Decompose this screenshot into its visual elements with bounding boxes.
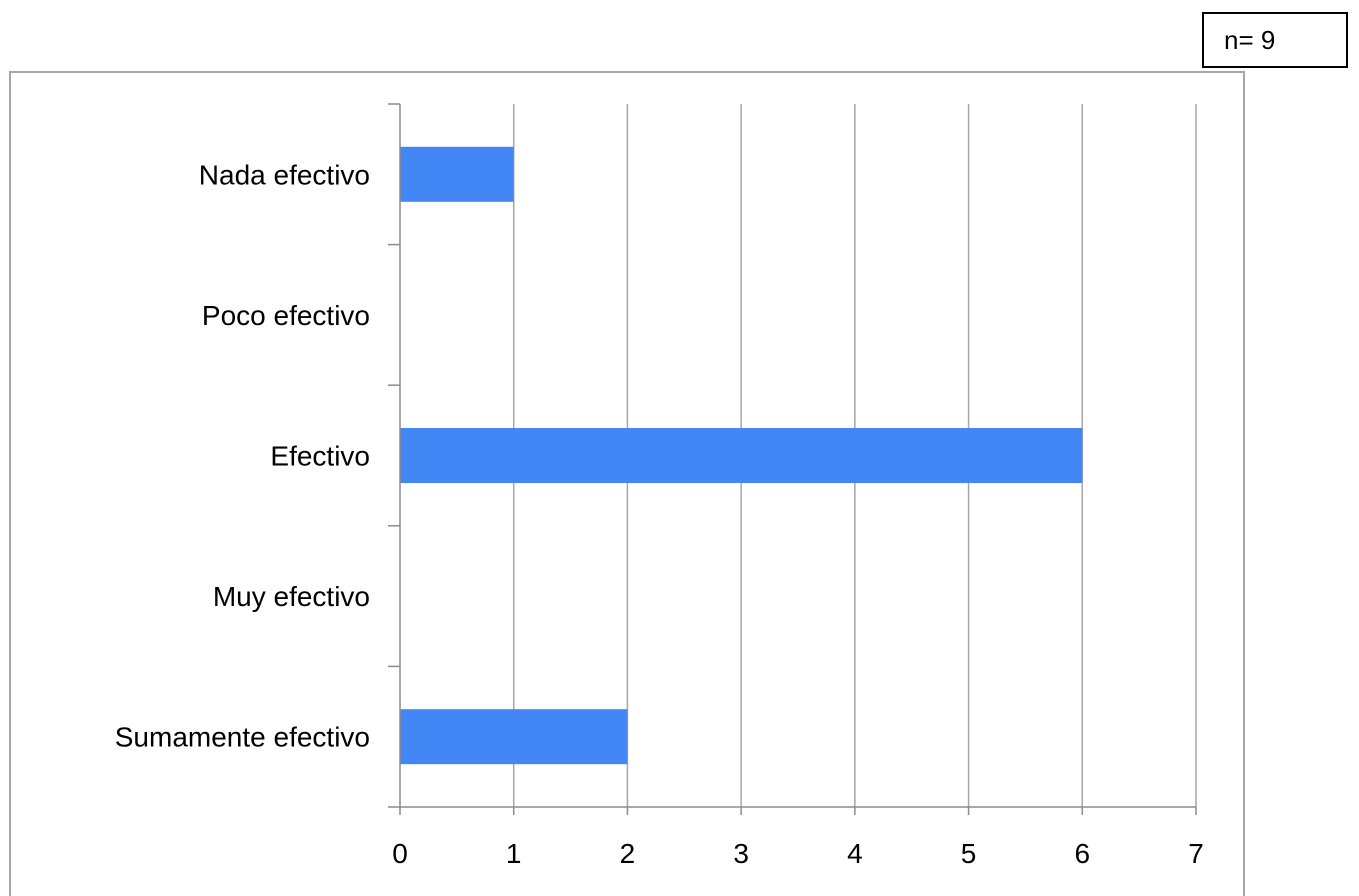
x-tick-label-4: 4: [847, 838, 863, 869]
bars: [400, 146, 1083, 765]
category-label-0: Nada efectivo: [199, 159, 370, 190]
category-label-4: Sumamente efectivo: [115, 722, 370, 753]
sample-size-box: n= 9: [1202, 12, 1348, 68]
x-tick-label-5: 5: [961, 838, 977, 869]
tick-labels: 0 1 2 3 4 5 6 7: [392, 838, 1204, 869]
category-label-2: Efectivo: [270, 441, 370, 472]
category-label-3: Muy efectivo: [213, 581, 370, 612]
x-tick-label-1: 1: [506, 838, 522, 869]
bar-4: [400, 709, 628, 765]
bar-2: [400, 428, 1083, 483]
x-tick-label-0: 0: [392, 838, 408, 869]
category-labels: Nada efectivo Poco efectivo Efectivo Muy ef…: [115, 159, 370, 752]
x-tick-label-2: 2: [620, 838, 636, 869]
bar-0: [400, 146, 514, 202]
category-label-1: Poco efectivo: [202, 300, 370, 331]
x-tick-label-7: 7: [1188, 838, 1204, 869]
x-tick-label-6: 6: [1074, 838, 1090, 869]
sample-size-label: n= 9: [1224, 24, 1276, 55]
axes: [388, 103, 1197, 815]
x-tick-label-3: 3: [733, 838, 749, 869]
